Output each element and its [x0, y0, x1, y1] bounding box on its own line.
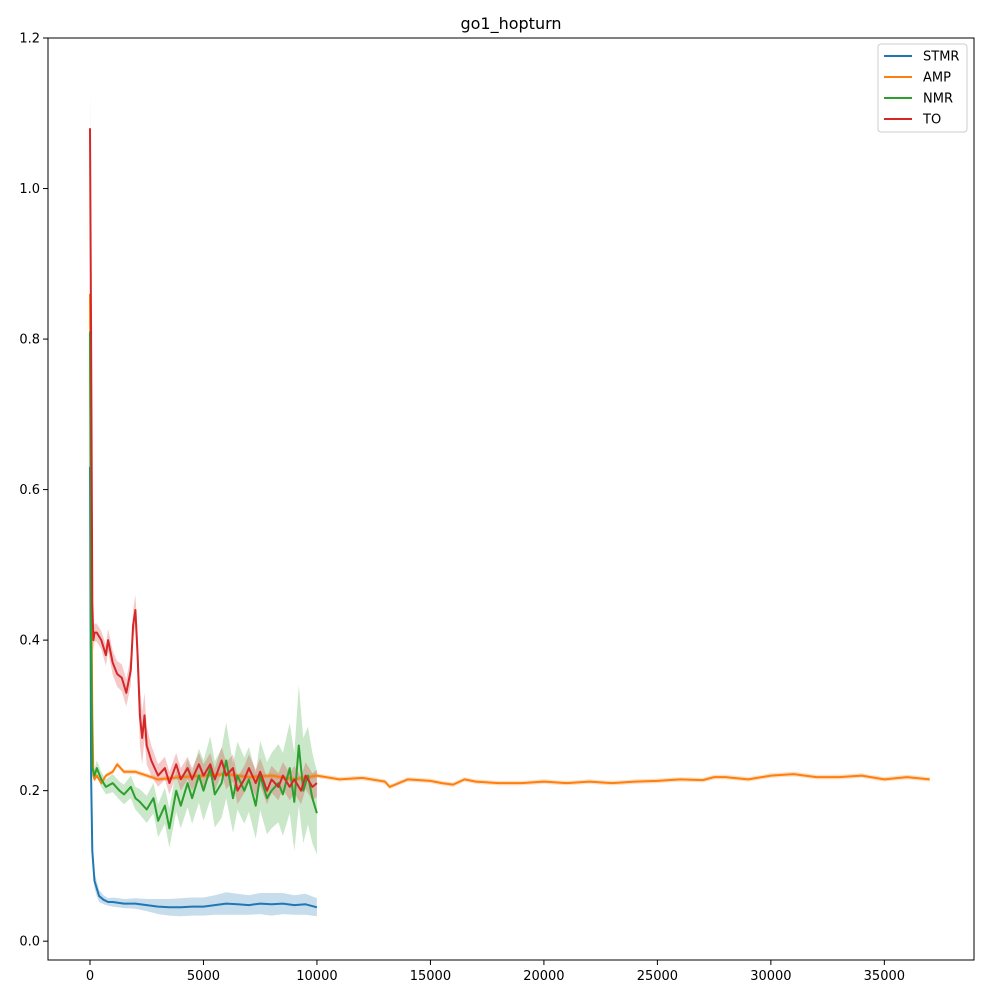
- series-line-amp: [89, 293, 930, 788]
- x-tick-label: 10000: [296, 969, 337, 984]
- plot-area: [48, 38, 974, 960]
- y-tick-label: 0.0: [19, 935, 40, 950]
- y-axis: 0.0 0.2 0.4 0.6 0.8 1.0 1.2: [19, 32, 48, 950]
- series-line-nmr: [89, 331, 318, 830]
- y-tick-label: 0.2: [19, 784, 40, 799]
- legend-box: [877, 43, 968, 133]
- y-tick-label: 0.8: [19, 333, 40, 348]
- axes-frame: [47, 37, 975, 961]
- x-tick-label: 5000: [187, 969, 220, 984]
- legend-label: TO: [922, 113, 941, 128]
- legend-label: AMP: [923, 71, 951, 86]
- series-line-to: [89, 128, 318, 792]
- chart-title: go1_hopturn: [460, 14, 561, 34]
- y-tick-label: 1.0: [19, 182, 40, 197]
- legend: STMR AMP NMR TO: [877, 43, 968, 133]
- y-tick-label: 0.6: [19, 483, 40, 498]
- series-lines: [89, 128, 930, 909]
- legend-label: NMR: [923, 92, 953, 107]
- x-tick-label: 25000: [637, 969, 678, 984]
- x-tick-label: 35000: [864, 969, 905, 984]
- x-axis: 0 5000 10000 15000 20000 25000 30000 35000: [86, 960, 905, 984]
- y-tick-label: 1.2: [19, 32, 40, 47]
- x-tick-label: 15000: [410, 969, 451, 984]
- legend-label: STMR: [923, 50, 959, 65]
- x-tick-label: 30000: [750, 969, 791, 984]
- x-tick-label: 20000: [523, 969, 564, 984]
- y-tick-label: 0.4: [19, 634, 40, 649]
- series-line-stmr: [89, 466, 318, 909]
- x-tick-label: 0: [86, 969, 94, 984]
